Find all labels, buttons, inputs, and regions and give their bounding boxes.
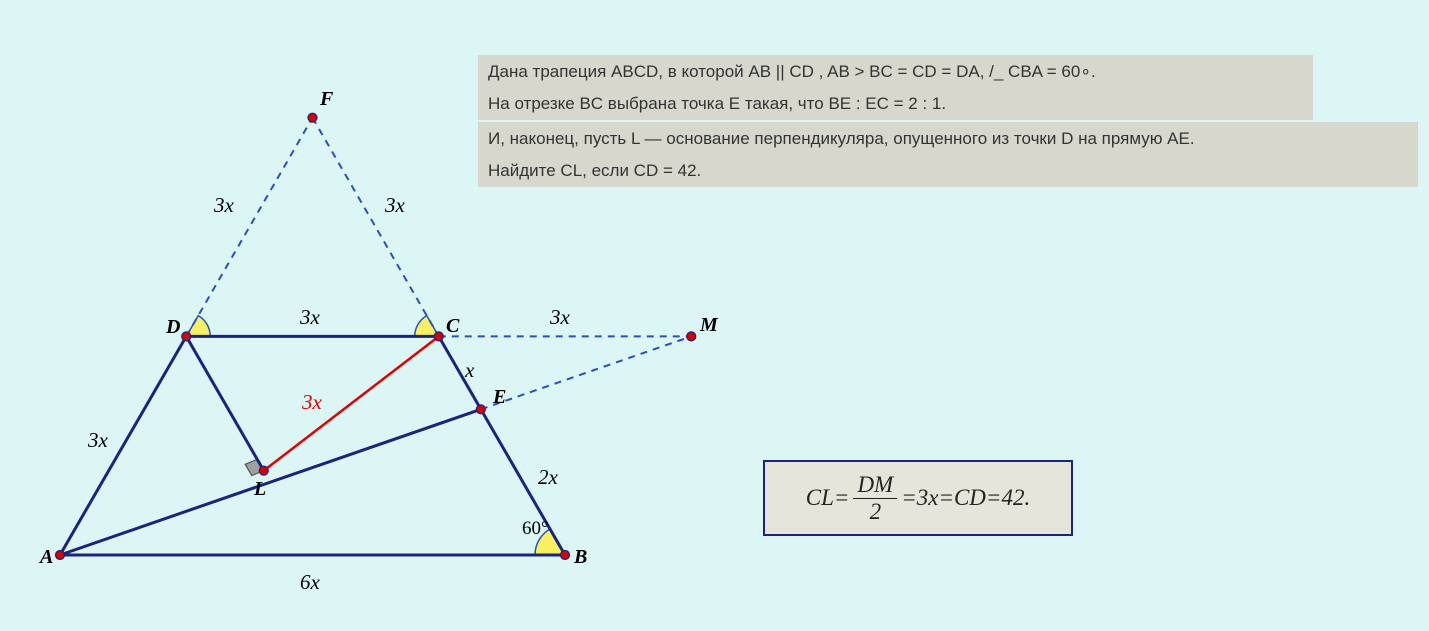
seg-CM: 3x (550, 305, 570, 330)
label-E: E (493, 386, 506, 409)
answer-rhs: =3x=CD=42. (901, 485, 1030, 511)
label-L: L (254, 478, 266, 501)
answer-box: CL= DM 2 =3x=CD=42. (763, 460, 1073, 536)
label-A: A (40, 546, 53, 569)
label-D: D (166, 316, 180, 339)
geometry-diagram: A B C D E F L M 3x 3x 3x 3x 3x 3x x 2x 6… (40, 60, 760, 615)
label-C: C (446, 315, 459, 338)
answer-formula: CL= DM 2 =3x=CD=42. (806, 472, 1030, 524)
geometry-svg (40, 60, 760, 615)
answer-fraction: DM 2 (853, 472, 897, 524)
seg-CL: 3x (302, 390, 322, 415)
seg-AD: 3x (88, 428, 108, 453)
seg-CE: x (465, 358, 474, 383)
seg-DF: 3x (214, 193, 234, 218)
label-B: B (574, 546, 587, 569)
seg-EB: 2x (538, 465, 558, 490)
seg-DC: 3x (300, 305, 320, 330)
angle-B-label: 60° (522, 518, 549, 540)
answer-numerator: DM (853, 472, 897, 498)
answer-lhs: CL= (806, 485, 850, 511)
label-M: M (700, 314, 718, 337)
seg-FC: 3x (385, 193, 405, 218)
label-F: F (320, 88, 333, 111)
seg-AB: 6x (300, 570, 320, 595)
answer-denominator: 2 (866, 499, 886, 524)
